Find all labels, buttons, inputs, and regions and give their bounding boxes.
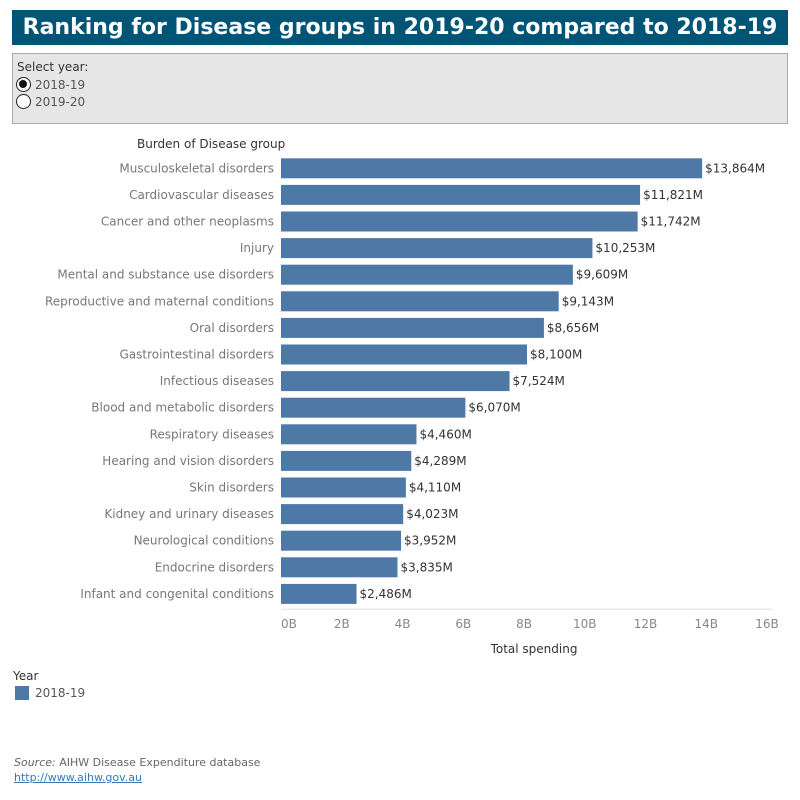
bar[interactable]	[281, 450, 412, 471]
legend-label: 2018-19	[35, 686, 86, 700]
year-option-label: 2018-19	[35, 77, 86, 92]
bar-value-label: $10,253M	[595, 241, 655, 255]
category-label: Cancer and other neoplasms	[101, 215, 274, 229]
bar-value-label: $8,100M	[530, 348, 582, 362]
bar[interactable]	[281, 530, 402, 551]
bar[interactable]	[281, 344, 528, 365]
x-tick-label: 0B	[281, 617, 297, 631]
category-label: Blood and metabolic disorders	[91, 401, 274, 415]
bar[interactable]	[281, 184, 641, 205]
category-label: Injury	[240, 241, 274, 255]
bar[interactable]	[281, 424, 417, 445]
category-label: Kidney and urinary diseases	[104, 507, 274, 521]
bar-value-label: $4,289M	[414, 454, 466, 468]
source-note: Source: AIHW Disease Expenditure databas…	[14, 756, 260, 769]
bar[interactable]	[281, 238, 593, 259]
legend-swatch	[15, 686, 29, 700]
category-label: Oral disorders	[190, 321, 274, 335]
radio-unchecked-icon[interactable]	[16, 94, 31, 109]
category-label: Skin disorders	[189, 481, 274, 495]
bar[interactable]	[281, 264, 573, 285]
category-label: Neurological conditions	[134, 534, 274, 548]
year-option-label: 2019-20	[35, 94, 86, 109]
bar-value-label: $9,609M	[576, 268, 628, 282]
x-tick-label: 8B	[516, 617, 532, 631]
bar-value-label: $2,486M	[360, 587, 412, 601]
bar[interactable]	[281, 317, 544, 338]
bar-value-label: $11,821M	[643, 188, 703, 202]
legend-item[interactable]: 2018-19	[15, 686, 85, 700]
x-tick-label: 10B	[573, 617, 597, 631]
year-selector-label: Select year:	[17, 60, 89, 74]
source-prefix: Source:	[14, 756, 56, 769]
year-option-2018-19[interactable]: 2018-19	[16, 76, 85, 93]
category-label: Endocrine disorders	[155, 560, 274, 574]
bar[interactable]	[281, 291, 559, 312]
x-tick-label: 4B	[395, 617, 411, 631]
bar-value-label: $8,656M	[547, 321, 599, 335]
bar-value-label: $11,742M	[641, 215, 701, 229]
bar[interactable]	[281, 477, 406, 498]
bar-value-label: $4,110M	[409, 481, 461, 495]
year-option-2019-20[interactable]: 2019-20	[16, 93, 85, 110]
bar[interactable]	[281, 397, 466, 418]
bar[interactable]	[281, 583, 357, 604]
bar[interactable]	[281, 158, 703, 179]
bar-value-label: $9,143M	[562, 294, 614, 308]
page-title: Ranking for Disease groups in 2019-20 co…	[12, 10, 788, 45]
legend-title: Year	[13, 669, 39, 683]
category-label: Respiratory diseases	[150, 427, 274, 441]
bar-value-label: $4,460M	[419, 427, 471, 441]
x-axis-title: Total spending	[490, 642, 578, 656]
category-label: Mental and substance use disorders	[57, 268, 274, 282]
x-tick-label: 6B	[455, 617, 471, 631]
bar-value-label: $6,070M	[468, 401, 520, 415]
category-label: Gastrointestinal disorders	[120, 348, 275, 362]
bar[interactable]	[281, 371, 510, 392]
bar[interactable]	[281, 504, 404, 525]
category-axis-title: Burden of Disease group	[137, 137, 285, 151]
x-tick-label: 14B	[694, 617, 718, 631]
bar-value-label: $7,524M	[513, 374, 565, 388]
x-tick-label: 16B	[755, 617, 779, 631]
bar-value-label: $4,023M	[406, 507, 458, 521]
category-label: Reproductive and maternal conditions	[45, 294, 274, 308]
x-tick-label: 12B	[634, 617, 658, 631]
bar[interactable]	[281, 557, 398, 578]
category-label: Infant and congenital conditions	[80, 587, 274, 601]
source-link[interactable]: http://www.aihw.gov.au	[14, 771, 143, 784]
bar-value-label: $3,952M	[404, 534, 456, 548]
category-label: Infectious diseases	[160, 374, 274, 388]
category-label: Hearing and vision disorders	[102, 454, 274, 468]
x-tick-label: 2B	[334, 617, 350, 631]
category-label: Cardiovascular diseases	[129, 188, 274, 202]
source-text: AIHW Disease Expenditure database	[55, 756, 261, 769]
year-selector-panel: Select year: 2018-19 2019-20	[12, 53, 788, 124]
bar-value-label: $13,864M	[705, 161, 765, 175]
category-label: Musculoskeletal disorders	[119, 161, 274, 175]
radio-checked-icon[interactable]	[16, 77, 31, 92]
bar[interactable]	[281, 211, 638, 232]
bar-value-label: $3,835M	[400, 560, 452, 574]
bar-chart: Burden of Disease group Musculoskeletal d…	[45, 137, 779, 656]
